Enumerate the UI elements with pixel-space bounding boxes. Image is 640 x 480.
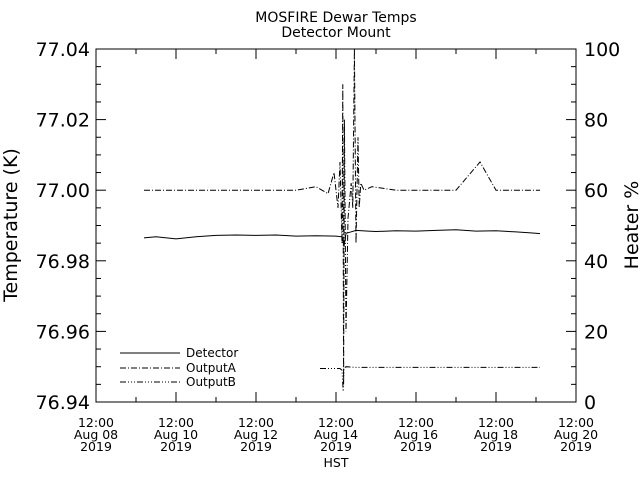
x-tick-year: 2019 (320, 439, 352, 454)
x-tick-date: Aug 08 (74, 427, 118, 442)
x-tick-date: Aug 16 (394, 427, 438, 442)
y-tick-label: 76.96 (36, 321, 90, 343)
chart-title: MOSFIRE Dewar Temps (255, 10, 416, 26)
series-line-outputa (144, 48, 540, 385)
x-tick-time: 12:00 (478, 415, 514, 430)
y2-axis: 0 20 40 60 80 100 (566, 39, 620, 414)
x-tick-date: Aug 18 (474, 427, 518, 442)
y-tick-label: 77.02 (36, 110, 90, 132)
x-tick-year: 2019 (560, 439, 592, 454)
y-axis: 76.94 76.96 76.98 77.00 77.02 77.04 (36, 39, 106, 414)
x-tick-year: 2019 (80, 439, 112, 454)
series-line-detector (143, 229, 541, 247)
chart-subtitle: Detector Mount (281, 25, 391, 41)
x-tick-time: 12:00 (238, 415, 274, 430)
y-tick-label: 76.98 (36, 251, 90, 273)
y2-tick-label: 20 (584, 321, 608, 343)
y-tick-label: 77.00 (36, 180, 90, 202)
y-tick-label: 76.94 (36, 392, 90, 414)
legend: Detector OutputA OutputB (120, 346, 238, 389)
legend-label-outputa: OutputA (186, 361, 237, 375)
y2-tick-label: 40 (584, 251, 608, 273)
x-tick-date: Aug 10 (154, 427, 198, 442)
legend-label-detector: Detector (186, 346, 238, 360)
y2-tick-label: 100 (584, 39, 620, 61)
y2-axis-label: Heater % (621, 181, 640, 270)
x-tick-time: 12:00 (78, 415, 114, 430)
y2-tick-label: 60 (584, 180, 608, 202)
y2-tick-label: 0 (584, 392, 596, 414)
legend-label-outputb: OutputB (186, 375, 236, 389)
x-tick-time: 12:00 (318, 415, 354, 430)
x-tick-time: 12:00 (558, 415, 594, 430)
x-tick-date: Aug 12 (234, 427, 278, 442)
x-tick-year: 2019 (160, 439, 192, 454)
series-layer (143, 48, 541, 392)
x-tick-year: 2019 (240, 439, 272, 454)
x-tick-time: 12:00 (158, 415, 194, 430)
plot-frame (95, 48, 577, 403)
y2-tick-label: 80 (584, 110, 608, 132)
y-axis-label: Temperature (K) (0, 148, 22, 303)
x-tick-year: 2019 (480, 439, 512, 454)
x-tick-date: Aug 20 (554, 427, 598, 442)
y-tick-label: 77.04 (36, 39, 90, 61)
x-tick-date: Aug 14 (314, 427, 358, 442)
series-line-outputb (320, 366, 540, 392)
x-tick-time: 12:00 (398, 415, 434, 430)
x-tick-year: 2019 (400, 439, 432, 454)
x-axis-label: HST (324, 455, 349, 470)
